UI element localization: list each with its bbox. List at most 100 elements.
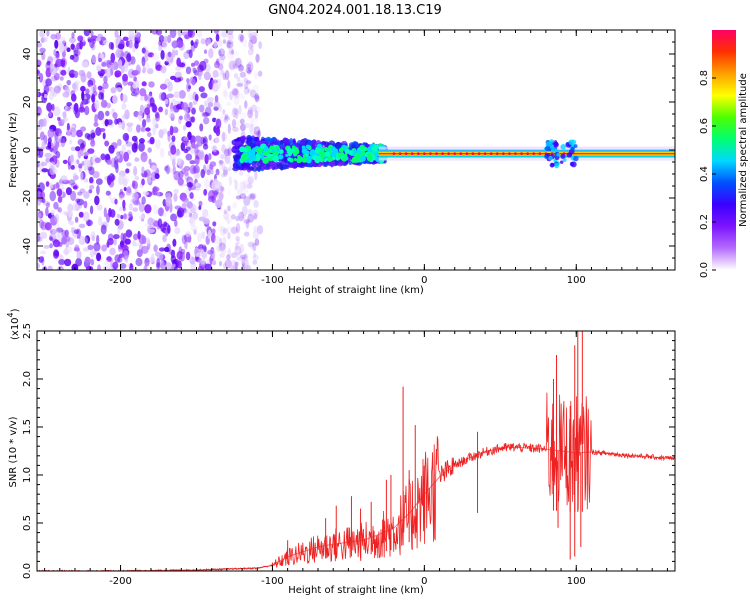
spectrogram-cell	[214, 136, 220, 144]
x-tick-label: -200	[109, 576, 132, 587]
spectrogram-cell	[54, 213, 60, 223]
spectrogram-cell	[176, 209, 183, 218]
spectrogram-cell	[230, 265, 238, 270]
spectrogram-cell	[40, 191, 46, 199]
spectrogram-cell	[171, 171, 176, 177]
spectrogram-cell	[250, 44, 255, 52]
spectrogram-cell	[177, 260, 182, 269]
spectrogram-cell	[116, 138, 122, 147]
spectrogram-cell	[105, 110, 110, 117]
spectrogram-cell	[233, 88, 240, 99]
spectrogram-cell	[255, 95, 261, 102]
spectrogram-cell	[227, 167, 232, 172]
spectrogram-cell	[73, 232, 78, 239]
spectrogram-cell	[114, 118, 118, 125]
spectrogram-cell	[145, 127, 151, 132]
spectrogram-cell	[213, 106, 219, 111]
spectrogram-cell	[71, 32, 75, 39]
spectrogram-cell	[208, 153, 212, 160]
spectrogram-cell	[64, 104, 68, 111]
spectrogram-cell	[91, 93, 96, 103]
spectrogram-cell	[232, 58, 240, 69]
spectrogram-cell	[208, 48, 214, 59]
spectrogram-cell	[60, 69, 67, 76]
spectrogram-cell	[266, 153, 272, 159]
spectrogram-cell	[279, 140, 284, 145]
spectrogram-cell	[199, 123, 204, 132]
spectrogram-cell	[195, 69, 203, 77]
spectrogram-cell	[63, 235, 71, 243]
spectrogram-cell	[137, 110, 143, 116]
spectrogram-cell	[212, 145, 217, 153]
signal-peak	[483, 152, 487, 156]
spectrogram-cell	[247, 106, 253, 115]
spectrogram-cell	[155, 30, 163, 36]
spectrogram-cell	[330, 151, 337, 158]
spectrogram-cell	[256, 147, 263, 155]
spectrogram-cell	[254, 238, 260, 246]
spectrogram-cell	[93, 242, 101, 252]
spectrogram-cell	[186, 201, 193, 209]
spectrogram-cell	[230, 226, 238, 234]
spectrogram-cell	[218, 57, 225, 65]
spectrogram-cell	[234, 261, 238, 270]
spectrogram-cell	[47, 265, 53, 270]
spectrogram-cell	[252, 84, 260, 94]
spectrogram-cell	[228, 47, 234, 55]
spectrogram-cell	[70, 182, 78, 188]
spectrogram-cell	[83, 200, 88, 209]
spectrogram-cell	[554, 162, 560, 169]
spectrogram-cell	[165, 164, 170, 175]
spectrogram-cell	[218, 242, 226, 251]
spectrogram-cell	[141, 81, 147, 87]
spectrogram-cell	[38, 72, 44, 83]
spectrogram-cell	[222, 236, 227, 246]
spectrogram-cell	[167, 224, 171, 234]
spectrogram-cell	[246, 137, 253, 142]
colorbar-tick-label: 0.6	[699, 118, 710, 134]
spectrogram-cell	[200, 38, 206, 45]
spectrogram-cell	[69, 154, 74, 163]
spectrogram-cell	[243, 253, 248, 261]
spectrogram-cell	[40, 37, 45, 43]
spectrogram-cell	[232, 63, 238, 70]
spectrogram-cell	[151, 190, 157, 196]
spectrogram-cell	[314, 157, 320, 164]
spectrogram-cell	[219, 252, 225, 258]
signal-peak	[398, 152, 402, 156]
spectrogram-cell	[64, 247, 69, 256]
spectrogram-cell	[132, 69, 140, 75]
spectrogram-cell	[246, 63, 252, 70]
y-tick-label: 2.0	[22, 371, 33, 387]
spectrogram-cell	[213, 30, 220, 34]
spectrogram-cell	[223, 209, 228, 215]
spectrogram-cell	[194, 93, 199, 102]
spectrogram-cell	[48, 183, 54, 189]
spectrogram-cell	[248, 32, 253, 43]
x-tick-label: -100	[261, 275, 284, 286]
spectrogram-cell	[112, 234, 120, 240]
spectrogram-cell	[94, 99, 100, 110]
spectrogram-cell	[236, 238, 241, 245]
spectrogram-cell	[215, 199, 223, 209]
signal-peak	[501, 152, 505, 156]
spectrogram-cell	[226, 226, 233, 235]
spectrogram-cell	[239, 214, 247, 219]
spectrogram-cell	[247, 109, 254, 119]
spectrogram-cell	[200, 258, 206, 265]
spectrogram-cell	[87, 244, 94, 251]
spectrogram-cell	[41, 140, 46, 150]
spectrogram-cell	[126, 53, 132, 63]
spectrogram-cell	[60, 138, 66, 148]
spectrogram-cell	[301, 148, 308, 154]
spectrogram-cell	[176, 57, 181, 67]
spectrogram-cell	[551, 147, 557, 153]
spectrogram-cell	[237, 188, 243, 195]
spectrogram-cell	[234, 50, 239, 58]
signal-peak	[392, 152, 396, 156]
spectrogram-cell	[80, 85, 86, 92]
spectrogram-cell	[254, 109, 259, 119]
spectrogram-cell	[49, 147, 54, 152]
spectrogram-cell	[188, 101, 193, 109]
spectrogram-cell	[202, 143, 209, 150]
